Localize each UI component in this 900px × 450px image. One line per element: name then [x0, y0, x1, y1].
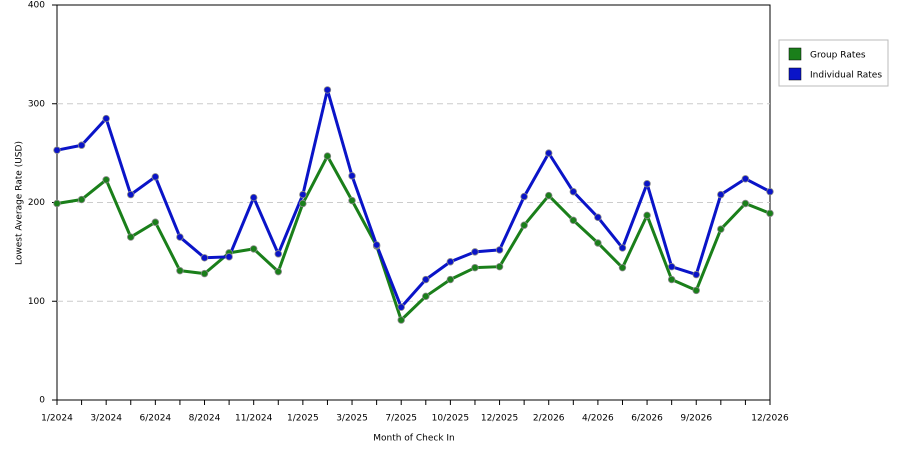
- data-point: [520, 192, 528, 201]
- data-point: [766, 187, 774, 196]
- data-point: [717, 225, 725, 233]
- data-point: [594, 239, 602, 247]
- data-point: [545, 149, 553, 157]
- plot-area: [56, 4, 771, 401]
- y-tick-label: 100: [28, 297, 45, 307]
- data-point: [618, 263, 627, 272]
- x-tick-label: 3/2025: [336, 414, 368, 424]
- data-point: [127, 190, 135, 199]
- data-point: [397, 316, 405, 324]
- y-tick-label: 200: [28, 198, 45, 208]
- data-point: [520, 221, 528, 229]
- data-point: [422, 292, 430, 301]
- legend-label: Group Rates: [810, 51, 866, 61]
- data-point: [372, 241, 381, 249]
- data-point: [53, 199, 61, 208]
- data-point: [77, 141, 86, 149]
- data-point: [102, 114, 110, 123]
- x-tick-label: 9/2026: [680, 414, 712, 424]
- x-tick-label: 6/2024: [140, 414, 172, 424]
- data-point: [766, 209, 774, 218]
- data-point: [200, 269, 209, 278]
- data-point: [569, 187, 578, 196]
- data-point: [667, 262, 676, 271]
- data-point: [594, 213, 602, 222]
- data-point: [422, 275, 430, 284]
- y-tick-label: 0: [39, 396, 45, 406]
- data-point: [77, 195, 86, 204]
- data-point: [299, 199, 307, 208]
- data-point: [545, 191, 553, 200]
- data-point: [618, 244, 627, 252]
- x-tick-label: 1/2024: [41, 414, 73, 424]
- data-point: [495, 262, 504, 271]
- data-point: [151, 218, 160, 226]
- data-point: [741, 199, 750, 208]
- data-point: [643, 211, 651, 220]
- x-tick-label: 7/2025: [385, 414, 417, 424]
- y-axis-label: Lowest Average Rate (USD): [15, 141, 25, 265]
- x-axis-label: Month of Check In: [373, 434, 455, 444]
- x-tick-label: 11/2024: [235, 414, 273, 424]
- x-tick-label: 12/2025: [481, 414, 518, 424]
- legend-label: Individual Rates: [810, 71, 882, 81]
- data-point: [471, 248, 479, 256]
- data-point: [717, 190, 725, 199]
- data-point: [102, 176, 110, 184]
- x-tick-label: 6/2026: [631, 414, 663, 424]
- data-point: [151, 173, 160, 181]
- x-tick-label: 4/2026: [582, 414, 614, 424]
- data-point: [200, 254, 209, 262]
- data-point: [348, 196, 356, 205]
- x-tick-label: 10/2025: [432, 414, 469, 424]
- data-point: [471, 263, 479, 272]
- data-point: [274, 250, 282, 258]
- x-tick-label: 2/2026: [533, 414, 565, 424]
- x-tick-label: 1/2025: [287, 414, 319, 424]
- data-point: [323, 86, 332, 94]
- data-point: [299, 190, 307, 199]
- x-tick-label: 3/2024: [90, 414, 122, 424]
- data-point: [249, 245, 258, 253]
- data-point: [667, 275, 676, 284]
- data-point: [274, 267, 282, 276]
- data-point: [446, 258, 455, 266]
- data-point: [495, 246, 504, 254]
- data-point: [348, 172, 356, 180]
- data-point: [127, 233, 135, 241]
- data-point: [176, 233, 184, 241]
- x-tick-label: 8/2024: [189, 414, 221, 424]
- data-point: [741, 175, 750, 183]
- data-point: [692, 270, 700, 279]
- data-point: [569, 216, 578, 224]
- data-point: [643, 180, 651, 188]
- x-tick-label: 12/2026: [751, 414, 789, 424]
- legend-swatch: [788, 47, 802, 61]
- legend-swatch: [788, 67, 802, 81]
- data-point: [446, 275, 455, 284]
- y-tick-label: 300: [28, 99, 45, 109]
- data-point: [249, 193, 258, 202]
- data-point: [176, 266, 184, 275]
- data-point: [397, 303, 405, 311]
- y-tick-label: 400: [28, 1, 45, 11]
- data-point: [692, 286, 700, 295]
- series-line: [56, 88, 771, 309]
- data-point: [53, 146, 61, 154]
- series-line: [56, 154, 771, 322]
- data-point: [225, 253, 233, 261]
- data-point: [323, 152, 332, 160]
